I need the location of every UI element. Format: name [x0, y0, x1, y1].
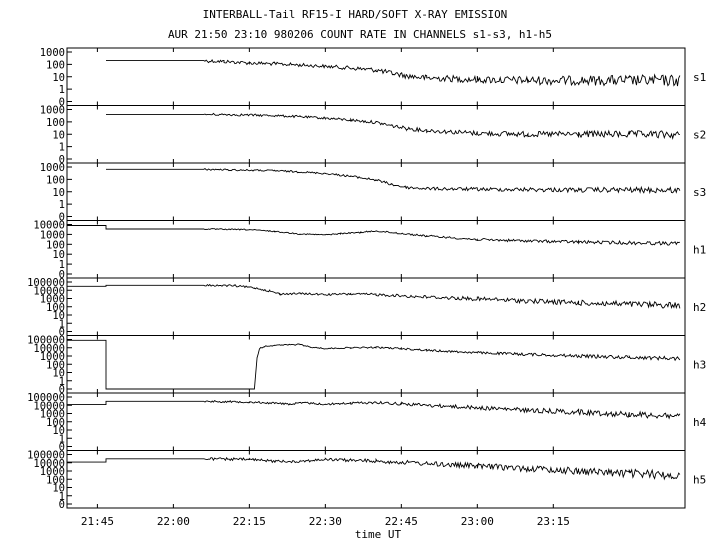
series-line-s2 — [106, 112, 681, 140]
y-tick-label: 100 — [46, 174, 65, 186]
y-tick-label: 10 — [52, 72, 65, 84]
panel-frame — [66, 277, 686, 336]
y-tick-label: 10 — [52, 187, 65, 199]
x-tick-label: 22:45 — [385, 515, 418, 528]
y-tick-label: 100 — [46, 474, 65, 486]
x-tick-label: 22:00 — [157, 515, 190, 528]
channel-label-s2: s2 — [693, 128, 706, 141]
x-axis-label: time UT — [355, 528, 402, 541]
y-tick-label: 100 — [46, 59, 65, 71]
y-tick-label: 0 — [59, 442, 65, 454]
y-tick-label: 100 — [46, 302, 65, 314]
series-line-s1 — [106, 59, 681, 87]
y-tick-label: 1 — [59, 259, 65, 271]
series-line-h2 — [67, 283, 681, 310]
y-tick-label: 100 — [46, 359, 65, 371]
y-tick-label: 0 — [59, 154, 65, 166]
y-tick-label: 1000 — [40, 229, 65, 241]
y-tick-label: 0 — [59, 499, 65, 511]
y-tick-label: 10000 — [33, 285, 65, 297]
panel-frame — [66, 162, 686, 221]
y-tick-label: 0 — [59, 327, 65, 339]
y-tick-label: 10 — [52, 310, 65, 322]
y-tick-label: 10 — [52, 483, 65, 495]
x-tick-label: 23:15 — [537, 515, 570, 528]
channel-label-h3: h3 — [693, 358, 706, 371]
y-tick-label: 1000 — [40, 162, 65, 174]
chart-title: INTERBALL-Tail RF15-I HARD/SOFT X-RAY EM… — [203, 8, 508, 21]
y-tick-label: 1 — [59, 199, 65, 211]
y-tick-label: 100000 — [27, 450, 65, 462]
y-tick-label: 10000 — [33, 458, 65, 470]
y-tick-label: 0 — [59, 269, 65, 281]
panel-frame — [66, 335, 686, 394]
y-tick-label: 10000 — [33, 220, 65, 232]
channel-label-h2: h2 — [693, 301, 706, 314]
channel-label-h5: h5 — [693, 473, 706, 486]
y-tick-label: 0 — [59, 212, 65, 224]
y-tick-label: 100000 — [27, 277, 65, 289]
y-tick-label: 1000 — [40, 466, 65, 478]
series-line-s3 — [106, 168, 681, 195]
x-axis: 21:45 22:00 22:15 22:30 22:45 23:00 23:15 — [81, 515, 570, 528]
y-tick-label: 10 — [52, 249, 65, 261]
series-line-h5 — [67, 456, 681, 481]
y-tick-label: 1000 — [40, 105, 65, 117]
y-tick-label: 100 — [46, 117, 65, 129]
y-tick-label: 1000 — [40, 409, 65, 421]
y-tick-label: 100 — [46, 417, 65, 429]
y-tick-label: 10000 — [33, 400, 65, 412]
y-tick-label: 10 — [52, 129, 65, 141]
y-tick-label: 1000 — [40, 294, 65, 306]
series-line-h3 — [67, 339, 681, 390]
y-tick-label: 1 — [59, 491, 65, 503]
y-tick-label: 100000 — [27, 392, 65, 404]
y-tick-label: 10 — [52, 368, 65, 380]
chart-subtitle: AUR 21:50 23:10 980206 COUNT RATE IN CHA… — [168, 28, 552, 41]
x-tick-label: 23:00 — [461, 515, 494, 528]
y-tick-label: 1 — [59, 433, 65, 445]
y-tick-label: 1000 — [40, 47, 65, 59]
y-tick-label: 1 — [59, 142, 65, 154]
y-tick-label: 1 — [59, 318, 65, 330]
series-line-h1 — [67, 225, 681, 246]
channel-label-s1: s1 — [693, 71, 706, 84]
y-tick-label: 1 — [59, 84, 65, 96]
x-tick-label: 21:45 — [81, 515, 114, 528]
y-tick-label: 0 — [59, 384, 65, 396]
x-tick-label: 22:30 — [309, 515, 342, 528]
series-line-h4 — [67, 400, 681, 420]
y-tick-label: 1000 — [40, 351, 65, 363]
y-tick-label: 100 — [46, 239, 65, 251]
y-tick-label: 100000 — [27, 335, 65, 347]
channel-label-h4: h4 — [693, 416, 707, 429]
x-tick-label: 22:15 — [233, 515, 266, 528]
channel-label-h1: h1 — [693, 243, 706, 256]
y-tick-label: 0 — [59, 97, 65, 109]
panel-frame — [66, 47, 686, 106]
y-tick-label: 10000 — [33, 343, 65, 355]
channel-label-s3: s3 — [693, 186, 706, 199]
y-tick-label: 1 — [59, 376, 65, 388]
y-tick-label: 10 — [52, 425, 65, 437]
panel-stack: 10001001010s110001001010s210001001010s31… — [27, 47, 707, 511]
